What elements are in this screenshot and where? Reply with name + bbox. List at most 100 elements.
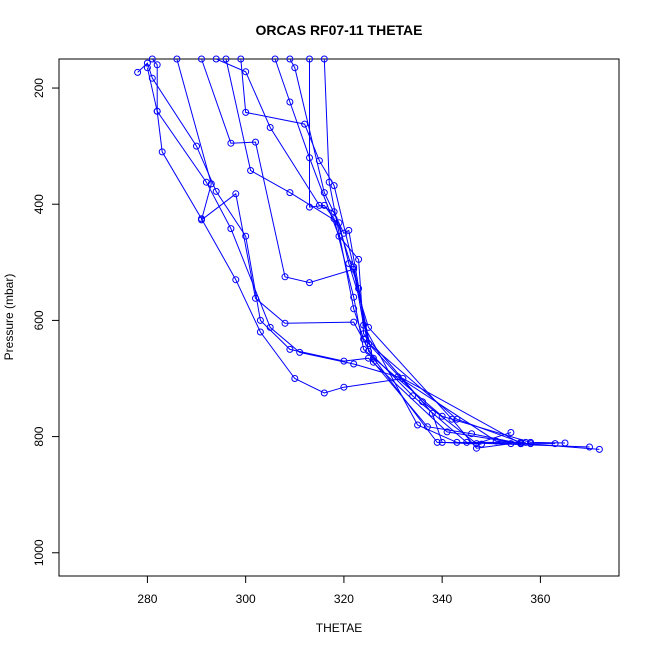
data-point bbox=[468, 430, 476, 438]
data-point bbox=[335, 219, 343, 227]
data-point bbox=[365, 340, 372, 348]
data-point bbox=[247, 167, 255, 174]
data-point bbox=[296, 348, 304, 356]
data-point bbox=[320, 55, 328, 63]
series-7 bbox=[222, 55, 515, 452]
series-line bbox=[274, 58, 482, 445]
plot-frame bbox=[58, 58, 620, 577]
data-point bbox=[453, 438, 461, 446]
data-point bbox=[320, 389, 328, 397]
data-point bbox=[320, 201, 328, 209]
data-point bbox=[281, 273, 289, 281]
data-point bbox=[286, 189, 294, 197]
data-point bbox=[158, 148, 166, 156]
data-point bbox=[360, 335, 368, 343]
data-point bbox=[212, 187, 220, 195]
data-point bbox=[340, 383, 348, 391]
data-point bbox=[320, 189, 328, 197]
series-1 bbox=[148, 55, 559, 448]
series-8 bbox=[237, 55, 525, 448]
data-point bbox=[325, 178, 333, 186]
series-4 bbox=[173, 55, 535, 448]
data-point bbox=[507, 429, 515, 436]
data-point bbox=[252, 138, 259, 146]
series-line bbox=[225, 58, 511, 449]
y-tick-label: 200 bbox=[32, 78, 46, 98]
data-point bbox=[595, 445, 603, 453]
series-2 bbox=[134, 59, 525, 448]
data-point bbox=[409, 392, 417, 400]
data-point bbox=[266, 124, 274, 131]
x-tick-label: 280 bbox=[137, 592, 157, 606]
data-point bbox=[473, 440, 480, 448]
data-point bbox=[271, 55, 279, 63]
data-point bbox=[291, 375, 299, 382]
data-point bbox=[227, 225, 235, 233]
x-axis-label: THETAE bbox=[316, 621, 362, 635]
y-tick-label: 600 bbox=[32, 310, 46, 330]
chart-title: ORCAS RF07-11 THETAE bbox=[256, 22, 423, 38]
data-point bbox=[256, 316, 264, 324]
data-point bbox=[438, 412, 446, 420]
series-9 bbox=[271, 55, 485, 448]
data-point bbox=[232, 276, 240, 284]
data-point bbox=[561, 439, 569, 447]
series-line bbox=[289, 58, 512, 445]
x-tick-label: 360 bbox=[530, 592, 550, 606]
data-point bbox=[507, 440, 515, 448]
y-axis: 200 400 600 800 1000 bbox=[32, 78, 60, 566]
data-point bbox=[423, 423, 431, 431]
data-point bbox=[252, 294, 259, 302]
data-point bbox=[227, 139, 235, 147]
series-12 bbox=[320, 55, 525, 446]
data-point bbox=[242, 232, 250, 240]
data-point bbox=[369, 358, 377, 366]
data-point bbox=[428, 409, 436, 417]
data-point bbox=[350, 360, 358, 368]
data-point bbox=[143, 59, 151, 67]
data-point bbox=[345, 226, 353, 234]
data-point bbox=[153, 61, 161, 69]
data-point bbox=[256, 328, 264, 336]
series-line bbox=[309, 59, 566, 444]
data-point bbox=[360, 345, 368, 353]
data-point bbox=[350, 318, 358, 326]
data-point bbox=[281, 319, 289, 327]
data-point bbox=[266, 323, 274, 331]
y-tick-label: 1000 bbox=[32, 539, 46, 566]
data-point bbox=[286, 98, 294, 106]
data-point bbox=[443, 428, 451, 436]
x-axis: 280 300 320 340 360 bbox=[137, 575, 551, 606]
data-point bbox=[232, 190, 240, 198]
data-point bbox=[202, 178, 210, 186]
series-line bbox=[137, 62, 521, 445]
data-point bbox=[242, 108, 250, 116]
data-point bbox=[306, 55, 313, 63]
data-point bbox=[153, 107, 161, 115]
data-point bbox=[414, 421, 422, 429]
data-point bbox=[355, 255, 363, 263]
data-point bbox=[286, 345, 294, 353]
data-point bbox=[330, 182, 338, 190]
data-point bbox=[448, 415, 456, 423]
data-point bbox=[207, 180, 215, 188]
data-point bbox=[365, 354, 372, 362]
series-line bbox=[216, 58, 526, 443]
series-line bbox=[240, 58, 521, 445]
data-point bbox=[350, 293, 358, 301]
y-tick-label: 800 bbox=[32, 426, 46, 446]
series-line bbox=[146, 67, 600, 450]
data-point bbox=[242, 68, 250, 76]
series-3 bbox=[143, 64, 603, 453]
data-point bbox=[473, 444, 480, 452]
data-point bbox=[350, 305, 358, 313]
data-point bbox=[291, 64, 299, 72]
x-tick-label: 300 bbox=[236, 592, 256, 606]
series-11 bbox=[306, 55, 569, 447]
series-6 bbox=[212, 55, 530, 446]
data-point bbox=[148, 55, 156, 63]
data-point bbox=[212, 55, 220, 63]
data-point bbox=[350, 263, 358, 271]
x-tick-label: 320 bbox=[334, 592, 354, 606]
y-axis-label: Pressure (mbar) bbox=[2, 274, 16, 361]
